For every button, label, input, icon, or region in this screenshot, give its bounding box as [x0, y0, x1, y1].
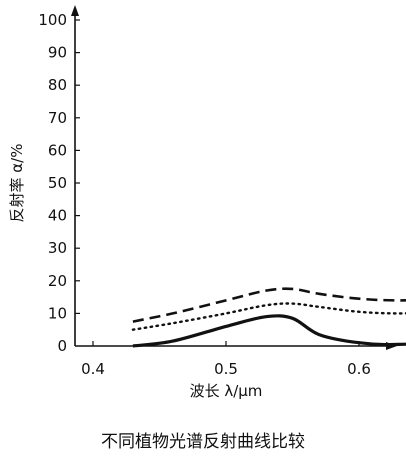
y-axis-title: 反射率 α/%	[8, 144, 26, 223]
y-tick-label: 90	[48, 44, 67, 62]
x-tick-label: 0.5	[214, 360, 238, 378]
y-tick-label: 100	[38, 11, 67, 29]
x-axis-title: 波长 λ/μm	[190, 382, 263, 400]
x-tick-label: 0.4	[81, 360, 105, 378]
y-tick-label: 30	[48, 239, 67, 257]
series-layer	[131, 287, 406, 348]
x-tick-label: 0.6	[347, 360, 371, 378]
chart-caption: 不同植物光谱反射曲线比较	[101, 432, 305, 452]
y-tick-label: 70	[48, 109, 67, 127]
y-tick-label: 80	[48, 76, 67, 94]
y-tick-label: 40	[48, 207, 67, 225]
y-axis-arrow	[71, 5, 79, 16]
y-tick-label: 50	[48, 174, 67, 192]
y-tick-label: 10	[48, 304, 67, 322]
series-line-1	[132, 314, 406, 348]
series-line-3	[131, 302, 406, 331]
series-line-2	[132, 287, 406, 323]
y-tick-label: 0	[57, 337, 67, 355]
y-tick-label: 20	[48, 272, 67, 290]
axes: 01020304050607080901000.40.50.60.70.80.9…	[8, 5, 397, 400]
y-tick-label: 60	[48, 141, 67, 159]
